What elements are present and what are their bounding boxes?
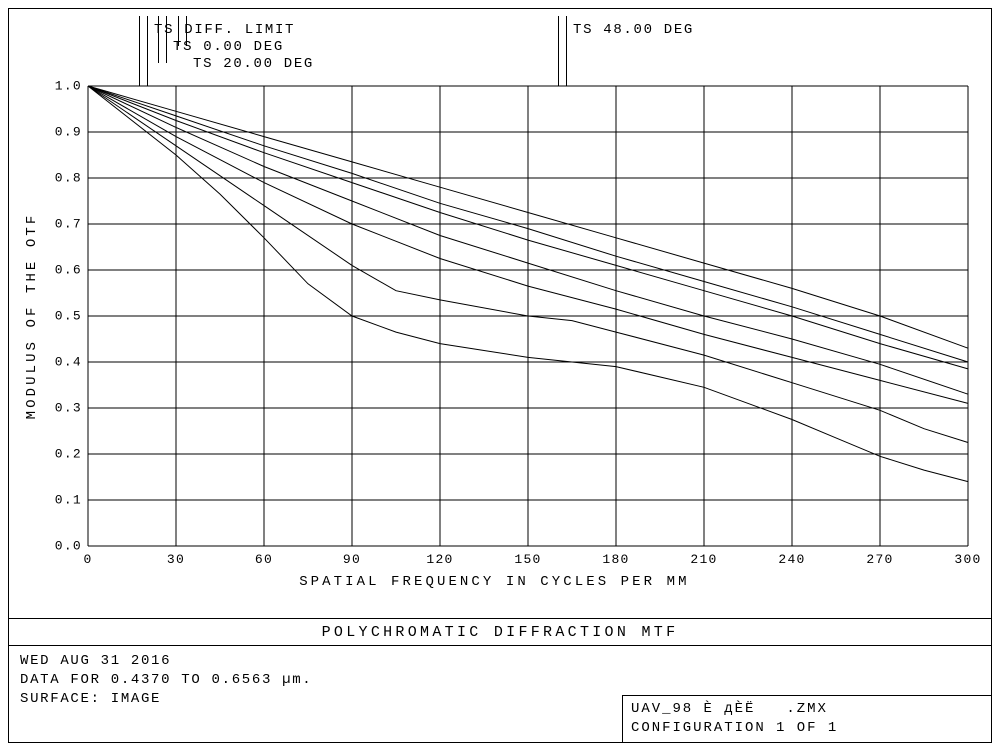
x-axis-label: SPATIAL FREQUENCY IN CYCLES PER MM [299,574,689,590]
legend-entry: TS 20.00 DEG [193,56,314,72]
meta-bar: WED AUG 31 2016 DATA FOR 0.4370 TO 0.656… [8,646,992,743]
ytick-label: 1.0 [50,79,82,94]
ytick-label: 0.1 [50,493,82,508]
ytick-label: 0.2 [50,447,82,462]
meta-data-range: DATA FOR 0.4370 TO 0.6563 µm. [20,672,312,688]
curve-layer [88,86,968,546]
y-axis-label: MODULUS OF THE OTF [24,213,40,420]
legend-tick [558,16,559,86]
meta-file: UAV_98 È дÈË .ZMX [631,701,828,717]
chart-region: TS DIFF. LIMITTS 0.00 DEGTS 20.00 DEG TS … [8,8,992,618]
xtick-label: 30 [167,552,185,567]
ytick-label: 0.7 [50,217,82,232]
chart-title: POLYCHROMATIC DIFFRACTION MTF [322,624,679,641]
xtick-label: 180 [602,552,629,567]
xtick-label: 150 [514,552,541,567]
plot-area [88,86,968,546]
curve-ts-0-a [88,86,968,362]
legend-entry: TS 48.00 DEG [573,22,694,38]
xtick-label: 240 [778,552,805,567]
xtick-label: 270 [866,552,893,567]
curve-diff-limit [88,86,968,348]
curve-ts-20-b [88,86,968,403]
page-root: TS DIFF. LIMITTS 0.00 DEGTS 20.00 DEG TS … [0,0,1000,751]
legend-tick [158,16,159,63]
chart-title-bar: POLYCHROMATIC DIFFRACTION MTF [8,618,992,646]
xtick-label: 210 [690,552,717,567]
legend-tick [166,16,167,63]
legend-tick [147,16,148,86]
legend-tick [178,16,179,46]
meta-right: UAV_98 È дÈË .ZMX CONFIGURATION 1 OF 1 [622,695,992,743]
ytick-label: 0.3 [50,401,82,416]
legend-entry: TS 0.00 DEG [173,39,284,55]
ytick-label: 0.0 [50,539,82,554]
legend-tick [566,16,567,86]
curve-ts-48-a [88,86,968,443]
meta-left: WED AUG 31 2016 DATA FOR 0.4370 TO 0.656… [20,652,312,709]
ytick-label: 0.6 [50,263,82,278]
ytick-label: 0.5 [50,309,82,324]
curve-ts-0-b [88,86,968,369]
ytick-label: 0.9 [50,125,82,140]
xtick-label: 90 [343,552,361,567]
xtick-label: 300 [954,552,981,567]
xtick-label: 0 [83,552,92,567]
legend-entry: TS DIFF. LIMIT [154,22,295,38]
xtick-label: 120 [426,552,453,567]
curve-ts-48-b [88,86,968,482]
legend-tick [186,16,187,46]
xtick-label: 60 [255,552,273,567]
meta-date: WED AUG 31 2016 [20,653,171,669]
meta-config: CONFIGURATION 1 OF 1 [631,720,838,736]
legend-tick [139,16,140,86]
ytick-label: 0.8 [50,171,82,186]
meta-surface: SURFACE: IMAGE [20,691,161,707]
ytick-label: 0.4 [50,355,82,370]
